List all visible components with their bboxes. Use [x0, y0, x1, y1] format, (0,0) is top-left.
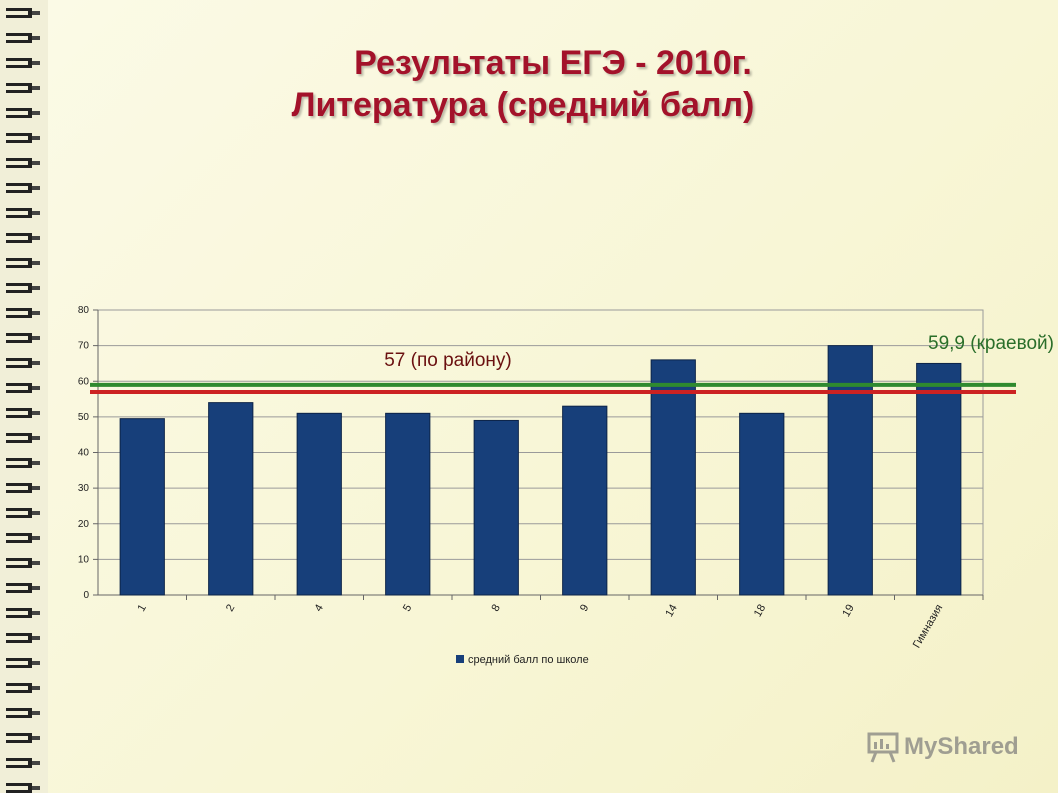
presentation-board-icon: [867, 732, 899, 763]
bar: [650, 359, 696, 596]
spiral-ring: [6, 483, 40, 493]
x-tick-label: Гимназия: [911, 602, 946, 650]
spiral-ring: [6, 333, 40, 343]
spiral-ring: [6, 108, 40, 118]
reference-line-label: 59,9 (краевой): [928, 333, 1054, 354]
y-tick-label: 80: [78, 305, 90, 316]
bar: [296, 412, 342, 596]
title-line-1: Результаты ЕГЭ - 2010г.: [354, 44, 752, 82]
spiral-ring: [6, 433, 40, 443]
spiral-ring: [6, 283, 40, 293]
watermark: MyShared: [866, 730, 1019, 764]
spiral-ring: [6, 308, 40, 318]
spiral-ring: [6, 533, 40, 543]
bar: [385, 412, 431, 596]
y-tick-label: 40: [78, 448, 90, 459]
legend-label: средний балл по школе: [468, 654, 589, 666]
spiral-ring: [6, 233, 40, 243]
spiral-ring: [6, 558, 40, 568]
x-tick-label: 2: [224, 603, 237, 614]
spiral-ring: [6, 158, 40, 168]
spiral-ring: [6, 458, 40, 468]
spiral-ring: [6, 58, 40, 68]
y-tick-label: 0: [83, 590, 89, 601]
spiral-ring: [6, 358, 40, 368]
bar: [119, 418, 165, 596]
spiral-ring: [6, 708, 40, 718]
spiral-ring: [6, 583, 40, 593]
spiral-ring: [6, 383, 40, 393]
x-tick-label: 9: [578, 603, 591, 614]
spiral-ring: [6, 658, 40, 668]
spiral-ring: [6, 783, 40, 793]
spiral-ring: [6, 683, 40, 693]
y-tick-label: 70: [78, 341, 90, 352]
watermark-text: MyShared: [904, 733, 1019, 760]
x-tick-label: 5: [401, 603, 414, 614]
x-tick-label: 18: [752, 603, 769, 620]
y-tick-label: 50: [78, 412, 90, 423]
x-tick-label: 8: [489, 603, 502, 614]
spiral-ring: [6, 258, 40, 268]
spiral-ring: [6, 608, 40, 618]
notebook-spiral: [0, 0, 49, 793]
bar: [916, 362, 962, 596]
spiral-ring: [6, 208, 40, 218]
y-tick-label: 10: [78, 554, 90, 565]
bar: [827, 345, 873, 596]
spiral-ring: [6, 633, 40, 643]
spiral-ring: [6, 83, 40, 93]
y-tick-label: 60: [78, 376, 90, 387]
title-line-2: Литература (средний балл): [291, 86, 755, 124]
bar: [562, 405, 608, 596]
slide-background: [48, 0, 1058, 793]
reference-line-label: 57 (по району): [384, 350, 512, 371]
spiral-ring: [6, 758, 40, 768]
bar: [739, 412, 785, 596]
bar: [473, 419, 519, 596]
slide-title: Результаты ЕГЭ - 2010г. Литература (сред…: [48, 42, 1058, 126]
x-tick-label: 19: [840, 603, 857, 620]
spiral-ring: [6, 33, 40, 43]
spiral-ring: [6, 733, 40, 743]
x-tick-label: 1: [135, 603, 148, 614]
x-tick-label: 14: [663, 603, 680, 620]
y-tick-label: 20: [78, 519, 90, 530]
y-tick-label: 30: [78, 483, 90, 494]
spiral-ring: [6, 408, 40, 418]
x-tick-label: 4: [312, 603, 325, 614]
spiral-ring: [6, 8, 40, 18]
spiral-ring: [6, 133, 40, 143]
legend-swatch: [456, 655, 464, 663]
spiral-ring: [6, 508, 40, 518]
bar: [208, 402, 254, 596]
spiral-ring: [6, 183, 40, 193]
